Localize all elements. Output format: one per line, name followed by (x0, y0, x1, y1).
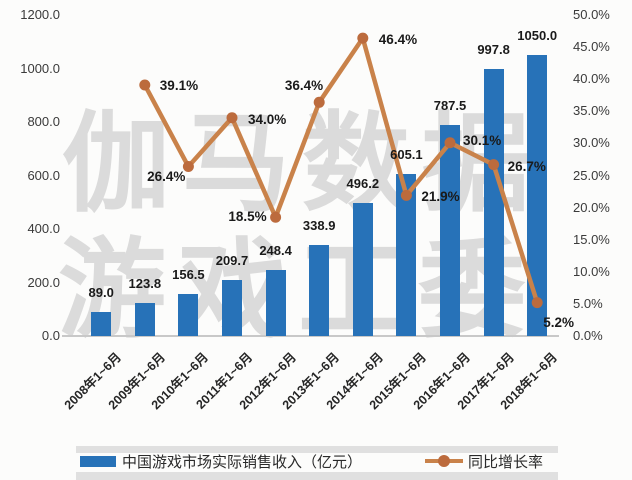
bar-value-label: 997.8 (477, 42, 510, 58)
revenue-bar (396, 174, 417, 336)
bar-series-swatch-icon (80, 455, 116, 467)
bar-value-label: 156.5 (172, 267, 205, 283)
right-axis-tick: 20.0% (573, 199, 610, 215)
growth-point-label: 26.4% (147, 168, 186, 184)
left-axis-tick: 1200.0 (20, 7, 60, 22)
right-axis-tick: 30.0% (573, 135, 610, 151)
growth-point-label: 36.4% (284, 78, 324, 94)
growth-point-label: 5.2% (543, 314, 574, 330)
left-axis-tick: 1000.0 (20, 60, 60, 76)
bar-value-label: 787.5 (433, 98, 467, 114)
revenue-bar (265, 269, 286, 336)
bar-value-label: 496.2 (346, 176, 380, 192)
growth-point-label: 30.1% (463, 132, 502, 148)
revenue-bar (91, 312, 112, 336)
right-axis-tick: 10.0% (573, 263, 610, 279)
revenue-bar (309, 245, 330, 336)
right-axis-tick: 0.0% (573, 328, 603, 343)
revenue-bar (178, 294, 199, 336)
left-axis-tick: 800.0 (27, 114, 60, 129)
revenue-bar (222, 279, 242, 336)
bar-value-label: 338.9 (302, 218, 336, 234)
right-axis-tick: 35.0% (573, 103, 610, 119)
right-axis-tick: 25.0% (573, 167, 610, 183)
watermark-strip-bottom (76, 472, 558, 480)
line-series-label: 同比增长率 (468, 453, 544, 471)
growth-point-label: 34.0% (248, 111, 287, 127)
bar-value-label: 89.0 (88, 285, 114, 301)
right-axis-tick: 40.0% (573, 71, 610, 87)
line-marker-dot-icon (438, 455, 450, 467)
bar-series-label: 中国游戏市场实际销售收入（亿元） (122, 453, 363, 471)
revenue-bar (352, 203, 373, 336)
left-axis-tick: 600.0 (27, 167, 60, 183)
left-axis-tick: 200.0 (27, 274, 60, 290)
growth-line-marker (357, 32, 369, 44)
bar-value-label: 209.7 (215, 252, 249, 268)
x-axis-line (62, 335, 559, 337)
legend-item-revenue: 中国游戏市场实际销售收入（亿元） (80, 450, 362, 472)
growth-point-label: 46.4% (378, 32, 418, 48)
watermark-row-1: 伽马数据 (62, 103, 543, 224)
legend-item-growth: 同比增长率 (425, 450, 543, 472)
growth-line-marker (139, 79, 151, 91)
revenue-bar (440, 125, 460, 336)
bar-value-label: 123.8 (128, 275, 162, 291)
line-series-swatch-icon (425, 455, 463, 467)
right-axis-tick: 15.0% (573, 231, 610, 247)
growth-point-label: 26.7% (507, 158, 546, 174)
left-axis-tick: 400.0 (27, 221, 60, 236)
left-axis-tick: 0.0 (41, 328, 60, 343)
bar-value-label: 248.4 (259, 242, 292, 258)
growth-point-label: 21.9% (421, 189, 460, 205)
growth-point-label: 39.1% (159, 77, 199, 93)
right-axis-tick: 5.0% (573, 295, 603, 311)
revenue-bar (527, 55, 548, 336)
bar-value-label: 1050.0 (517, 28, 558, 44)
bar-value-label: 605.1 (390, 147, 423, 163)
right-axis-tick: 45.0% (573, 39, 610, 55)
growth-point-label: 18.5% (228, 209, 267, 225)
watermark-strip-top (76, 446, 558, 453)
revenue-bar (483, 69, 504, 336)
revenue-bar (134, 302, 155, 336)
right-axis-tick: 50.0% (573, 7, 610, 22)
